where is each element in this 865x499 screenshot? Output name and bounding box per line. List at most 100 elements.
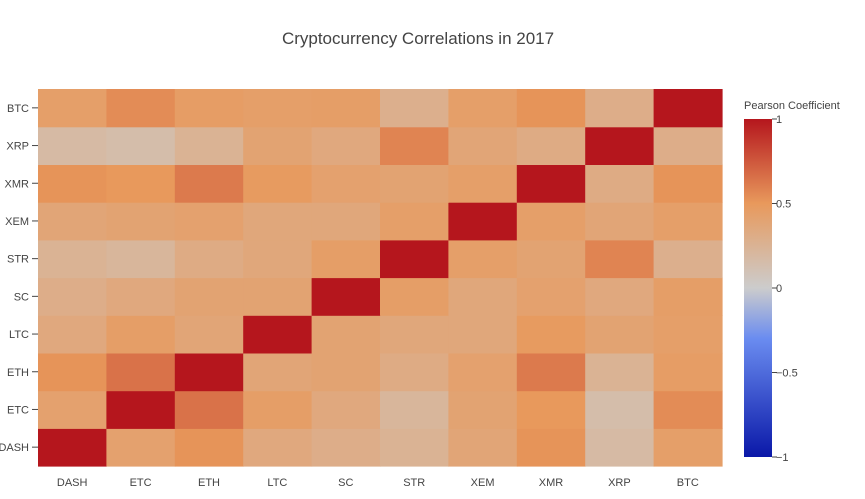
heatmap-cell-etc-xrp xyxy=(585,390,655,429)
heatmap-cell-xem-dash xyxy=(38,202,107,241)
heatmap-cell-dash-ltc xyxy=(243,428,313,467)
heatmap-cell-etc-btc xyxy=(653,390,723,429)
heatmap-cell-str-dash xyxy=(38,239,107,279)
heatmap-cell-xem-str xyxy=(380,202,449,241)
y-tick-label-str: STR xyxy=(7,254,29,266)
heatmap-cell-etc-dash xyxy=(38,390,107,429)
heatmap-cell-ltc-eth xyxy=(174,315,244,354)
heatmap-cell-xmr-xmr xyxy=(516,164,586,203)
x-tick-label-eth: ETH xyxy=(198,477,220,489)
heatmap-cell-sc-str xyxy=(380,277,449,316)
heatmap-cell-btc-xem xyxy=(448,89,518,128)
heatmap-cell-xem-sc xyxy=(311,202,381,241)
y-tick-label-eth: ETH xyxy=(7,367,29,379)
heatmap-cell-xem-eth xyxy=(174,202,244,241)
heatmap-cell-eth-sc xyxy=(311,352,381,392)
colorbar-tick-label: −1 xyxy=(776,452,789,464)
colorbar-tick-label: 0.5 xyxy=(776,199,791,211)
heatmap-cell-etc-ltc xyxy=(243,390,313,429)
heatmap-cell-xrp-xem xyxy=(448,126,518,165)
heatmap-cell-dash-xem xyxy=(448,428,518,467)
heatmap-cell-xem-xem xyxy=(448,202,518,241)
heatmap-cell-xrp-xmr xyxy=(516,126,586,165)
heatmap-cell-xem-ltc xyxy=(243,202,313,241)
heatmap-cell-ltc-ltc xyxy=(243,315,313,354)
colorbar-tick-label: 1 xyxy=(776,114,782,126)
heatmap-cell-xmr-btc xyxy=(653,164,723,203)
heatmap-cell-btc-sc xyxy=(311,89,381,128)
y-tick-label-ltc: LTC xyxy=(9,329,29,341)
x-tick-label-dash: DASH xyxy=(57,477,88,489)
heatmap-cell-xmr-sc xyxy=(311,164,381,203)
heatmap-cell-xrp-xrp xyxy=(585,126,655,165)
x-tick-label-sc: SC xyxy=(338,477,353,489)
heatmap-cell-str-xrp xyxy=(585,239,655,279)
heatmap-cell-str-ltc xyxy=(243,239,313,279)
y-tick-label-etc: ETC xyxy=(7,404,29,416)
heatmap-cell-btc-eth xyxy=(174,89,244,128)
heatmap-cell-str-sc xyxy=(311,239,381,279)
heatmap-cell-str-xem xyxy=(448,239,518,279)
heatmap-cell-btc-str xyxy=(380,89,449,128)
colorbar-ticks: 1 0.5 0 −0.5 −1 xyxy=(772,114,798,464)
x-tick-label-btc: BTC xyxy=(677,477,699,489)
heatmap-cell-sc-sc xyxy=(311,277,381,316)
heatmap-cell-dash-eth xyxy=(174,428,244,467)
y-tick-label-dash: DASH xyxy=(0,442,29,454)
heatmap-cell-xmr-xrp xyxy=(585,164,655,203)
heatmap-cell-eth-str xyxy=(380,352,449,392)
x-axis-ticks: DASH ETC ETH LTC SC STR XEM XMR XRP BTC xyxy=(57,477,699,489)
heatmap-cell-ltc-str xyxy=(380,315,449,354)
heatmap-cell-etc-xem xyxy=(448,390,518,429)
heatmap-cell-str-xmr xyxy=(516,239,586,279)
heatmap-cell-etc-eth xyxy=(174,390,244,429)
heatmap-cell-str-eth xyxy=(174,239,244,279)
heatmap-cell-xmr-ltc xyxy=(243,164,313,203)
heatmap-cell-eth-dash xyxy=(38,352,107,392)
heatmap-cell-dash-sc xyxy=(311,428,381,467)
heatmap-cell-btc-xrp xyxy=(585,89,655,128)
chart-title: Cryptocurrency Correlations in 2017 xyxy=(282,29,554,48)
heatmap-cell-eth-xem xyxy=(448,352,518,392)
heatmap-cell-dash-str xyxy=(380,428,449,467)
x-tick-label-etc: ETC xyxy=(130,477,152,489)
x-tick-label-xmr: XMR xyxy=(539,477,564,489)
heatmap-cell-xmr-str xyxy=(380,164,449,203)
heatmap-cell-xem-etc xyxy=(106,202,176,241)
heatmap-cell-eth-eth xyxy=(174,352,244,392)
heatmap-cell-xrp-dash xyxy=(38,126,107,165)
heatmap-cell-sc-xrp xyxy=(585,277,655,316)
heatmap-cell-etc-xmr xyxy=(516,390,586,429)
x-tick-label-xrp: XRP xyxy=(608,477,631,489)
heatmap-cell-ltc-btc xyxy=(653,315,723,354)
heatmap-cell-sc-xem xyxy=(448,277,518,316)
heatmap-cell-dash-etc xyxy=(106,428,176,467)
colorbar: Pearson Coefficient 1 0.5 0 −0.5 −1 xyxy=(744,100,840,464)
heatmap-cell-xrp-str xyxy=(380,126,449,165)
heatmap-cell-xem-xrp xyxy=(585,202,655,241)
heatmap-cell-dash-xmr xyxy=(516,428,586,467)
heatmap-cell-ltc-xmr xyxy=(516,315,586,354)
heatmap-cells xyxy=(38,89,723,467)
heatmap-cell-eth-ltc xyxy=(243,352,313,392)
heatmap-cell-btc-dash xyxy=(38,89,107,128)
heatmap-cell-sc-btc xyxy=(653,277,723,316)
heatmap-cell-dash-xrp xyxy=(585,428,655,467)
heatmap-cell-sc-etc xyxy=(106,277,176,316)
x-tick-label-str: STR xyxy=(403,477,425,489)
y-tick-label-sc: SC xyxy=(14,291,29,303)
y-tick-label-btc: BTC xyxy=(7,103,29,115)
heatmap-cell-etc-sc xyxy=(311,390,381,429)
heatmap-cell-xrp-ltc xyxy=(243,126,313,165)
heatmap-cell-btc-etc xyxy=(106,89,176,128)
heatmap-cell-ltc-dash xyxy=(38,315,107,354)
heatmap-cell-xrp-eth xyxy=(174,126,244,165)
heatmap-cell-str-etc xyxy=(106,239,176,279)
heatmap-cell-sc-ltc xyxy=(243,277,313,316)
heatmap-cell-xmr-eth xyxy=(174,164,244,203)
heatmap-cell-sc-dash xyxy=(38,277,107,316)
heatmap-cell-xem-btc xyxy=(653,202,723,241)
heatmap-cell-etc-str xyxy=(380,390,449,429)
heatmap-cell-eth-etc xyxy=(106,352,176,392)
